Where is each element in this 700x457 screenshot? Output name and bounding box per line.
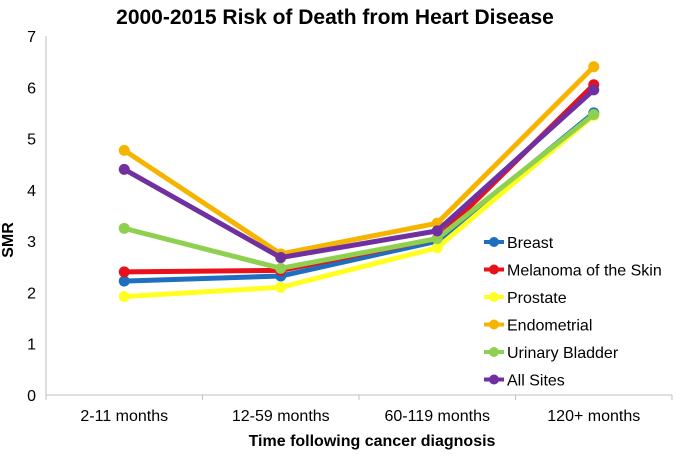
x-tick-label: 60-119 months — [384, 408, 490, 425]
x-tick-label: 120+ months — [547, 408, 640, 425]
data-point — [275, 262, 287, 274]
data-point — [118, 275, 130, 287]
data-point — [431, 242, 443, 254]
y-tick-label: 2 — [27, 285, 36, 302]
series-line — [121, 64, 597, 257]
x-axis-ticks: 2-11 months 12-59 months 60-119 months 120+… — [45, 395, 673, 425]
chart-title: 2000-2015 Risk of Death from Heart Disea… — [116, 6, 554, 29]
legend-item: Urinary Bladder — [484, 345, 619, 362]
x-axis-title: Time following cancer diagnosis — [249, 433, 496, 450]
y-axis-ticks: 0 1 2 3 4 5 6 7 — [27, 29, 36, 405]
y-tick-label: 7 — [27, 29, 36, 46]
series-layer — [118, 61, 600, 303]
legend-swatch-marker — [489, 292, 499, 302]
data-point — [275, 281, 287, 293]
legend-label: Urinary Bladder — [507, 345, 619, 362]
y-tick-label: 1 — [27, 337, 36, 354]
series-all-sites — [118, 84, 600, 264]
legend-label: Endometrial — [507, 318, 592, 335]
legend-item: Endometrial — [484, 318, 592, 335]
data-point — [431, 233, 443, 245]
legend-item: Melanoma of the Skin — [484, 263, 662, 280]
series-line — [121, 112, 597, 300]
data-point — [118, 266, 130, 278]
data-point — [118, 144, 130, 156]
legend-label: Prostate — [507, 290, 567, 307]
data-point — [118, 163, 130, 175]
y-tick-label: 5 — [27, 132, 36, 149]
series-urinary-bladder — [118, 108, 600, 274]
series-line — [121, 87, 597, 261]
y-tick-label: 3 — [27, 234, 36, 251]
y-axis-title: SMR — [0, 222, 17, 258]
legend: Breast Melanoma of the Skin Prostate Endome… — [484, 235, 662, 390]
legend-swatch-marker — [489, 237, 499, 247]
x-tick-label: 2-11 months — [80, 408, 168, 425]
data-point — [431, 225, 443, 237]
legend-swatch-marker — [489, 319, 499, 330]
data-point — [118, 222, 130, 234]
legend-label: Breast — [507, 235, 554, 252]
data-point — [118, 291, 130, 303]
legend-swatch-marker — [489, 264, 499, 275]
y-tick-label: 6 — [27, 80, 36, 97]
axes — [45, 36, 672, 396]
legend-swatch-marker — [489, 374, 499, 385]
legend-label: All Sites — [507, 373, 565, 390]
legend-label: Melanoma of the Skin — [507, 263, 662, 280]
data-point — [588, 84, 600, 96]
legend-item: Prostate — [484, 290, 567, 307]
series-endometrial — [118, 61, 600, 260]
legend-item: Breast — [484, 235, 554, 252]
x-tick-label: 12-59 months — [232, 408, 330, 425]
y-tick-label: 0 — [27, 388, 36, 405]
legend-swatch-marker — [489, 347, 499, 357]
legend-item: All Sites — [484, 373, 565, 390]
data-point — [275, 252, 287, 264]
data-point — [588, 61, 600, 73]
series-line — [121, 111, 597, 271]
y-tick-label: 4 — [27, 183, 36, 200]
data-point — [588, 108, 600, 120]
